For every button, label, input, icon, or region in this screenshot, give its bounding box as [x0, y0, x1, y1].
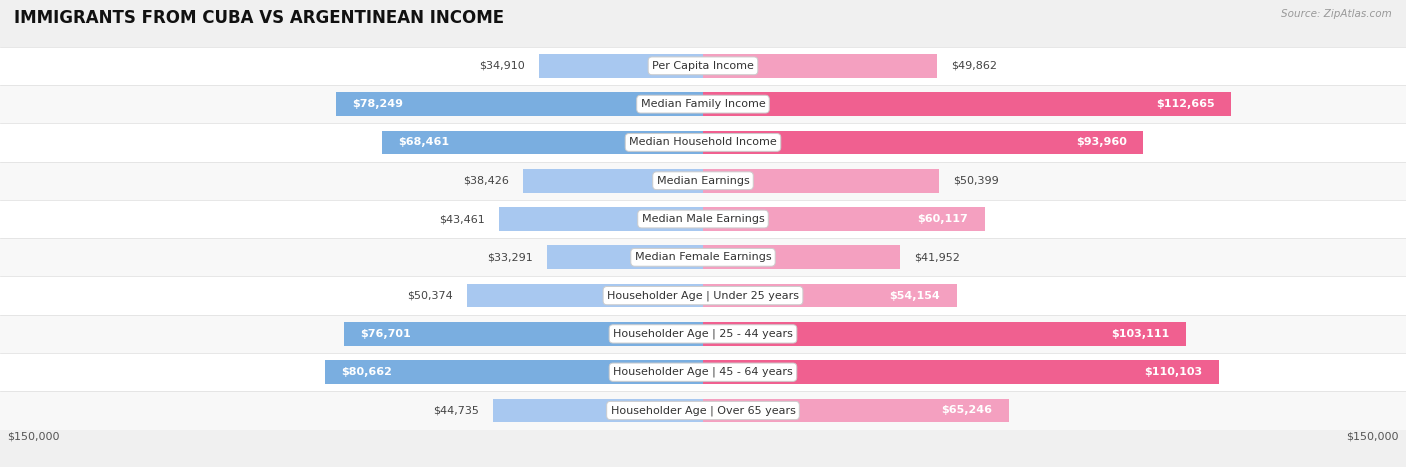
Bar	[0, 276, 1406, 315]
Text: Householder Age | 45 - 64 years: Householder Age | 45 - 64 years	[613, 367, 793, 377]
Text: $38,426: $38,426	[463, 176, 509, 186]
Bar	[0, 315, 1406, 353]
Text: $150,000: $150,000	[7, 432, 59, 442]
Text: $54,154: $54,154	[890, 290, 941, 301]
Text: Householder Age | 25 - 44 years: Householder Age | 25 - 44 years	[613, 329, 793, 339]
Bar	[0, 353, 1406, 391]
Bar	[703, 322, 1187, 346]
Text: Householder Age | Under 25 years: Householder Age | Under 25 years	[607, 290, 799, 301]
Bar	[703, 246, 900, 269]
Bar	[703, 361, 1219, 384]
Text: $78,249: $78,249	[353, 99, 404, 109]
Bar	[547, 246, 703, 269]
Text: Per Capita Income: Per Capita Income	[652, 61, 754, 71]
Text: $33,291: $33,291	[486, 252, 533, 262]
Text: Median Household Income: Median Household Income	[628, 137, 778, 148]
Bar	[467, 284, 703, 307]
Bar	[343, 322, 703, 346]
Text: Median Family Income: Median Family Income	[641, 99, 765, 109]
Bar	[0, 123, 1406, 162]
Bar	[336, 92, 703, 116]
Bar	[703, 54, 936, 78]
Bar	[382, 131, 703, 154]
Text: $41,952: $41,952	[914, 252, 959, 262]
Bar	[703, 92, 1232, 116]
Bar	[703, 399, 1008, 422]
Text: $44,735: $44,735	[433, 405, 479, 416]
Bar	[0, 391, 1406, 430]
Text: Source: ZipAtlas.com: Source: ZipAtlas.com	[1281, 9, 1392, 19]
Bar	[325, 361, 703, 384]
Text: $60,117: $60,117	[918, 214, 969, 224]
Text: $76,701: $76,701	[360, 329, 411, 339]
Bar	[0, 85, 1406, 123]
Text: $103,111: $103,111	[1112, 329, 1170, 339]
Bar	[494, 399, 703, 422]
Text: $150,000: $150,000	[1347, 432, 1399, 442]
Bar	[523, 169, 703, 192]
Bar	[703, 284, 957, 307]
Bar	[0, 162, 1406, 200]
Bar	[0, 238, 1406, 276]
Text: $112,665: $112,665	[1156, 99, 1215, 109]
Text: $49,862: $49,862	[950, 61, 997, 71]
Bar	[703, 131, 1143, 154]
Text: IMMIGRANTS FROM CUBA VS ARGENTINEAN INCOME: IMMIGRANTS FROM CUBA VS ARGENTINEAN INCO…	[14, 9, 505, 28]
Text: $93,960: $93,960	[1076, 137, 1128, 148]
Bar	[499, 207, 703, 231]
Text: $80,662: $80,662	[342, 367, 392, 377]
Text: Median Female Earnings: Median Female Earnings	[634, 252, 772, 262]
Text: Median Earnings: Median Earnings	[657, 176, 749, 186]
Bar	[0, 200, 1406, 238]
Bar	[540, 54, 703, 78]
Text: $65,246: $65,246	[942, 405, 993, 416]
Bar	[703, 169, 939, 192]
Bar	[0, 47, 1406, 85]
Text: $50,399: $50,399	[953, 176, 1000, 186]
Text: $110,103: $110,103	[1144, 367, 1202, 377]
Bar	[703, 207, 984, 231]
Text: $50,374: $50,374	[408, 290, 453, 301]
Text: $68,461: $68,461	[398, 137, 450, 148]
Text: Median Male Earnings: Median Male Earnings	[641, 214, 765, 224]
Text: $34,910: $34,910	[479, 61, 526, 71]
Text: $43,461: $43,461	[440, 214, 485, 224]
Text: Householder Age | Over 65 years: Householder Age | Over 65 years	[610, 405, 796, 416]
